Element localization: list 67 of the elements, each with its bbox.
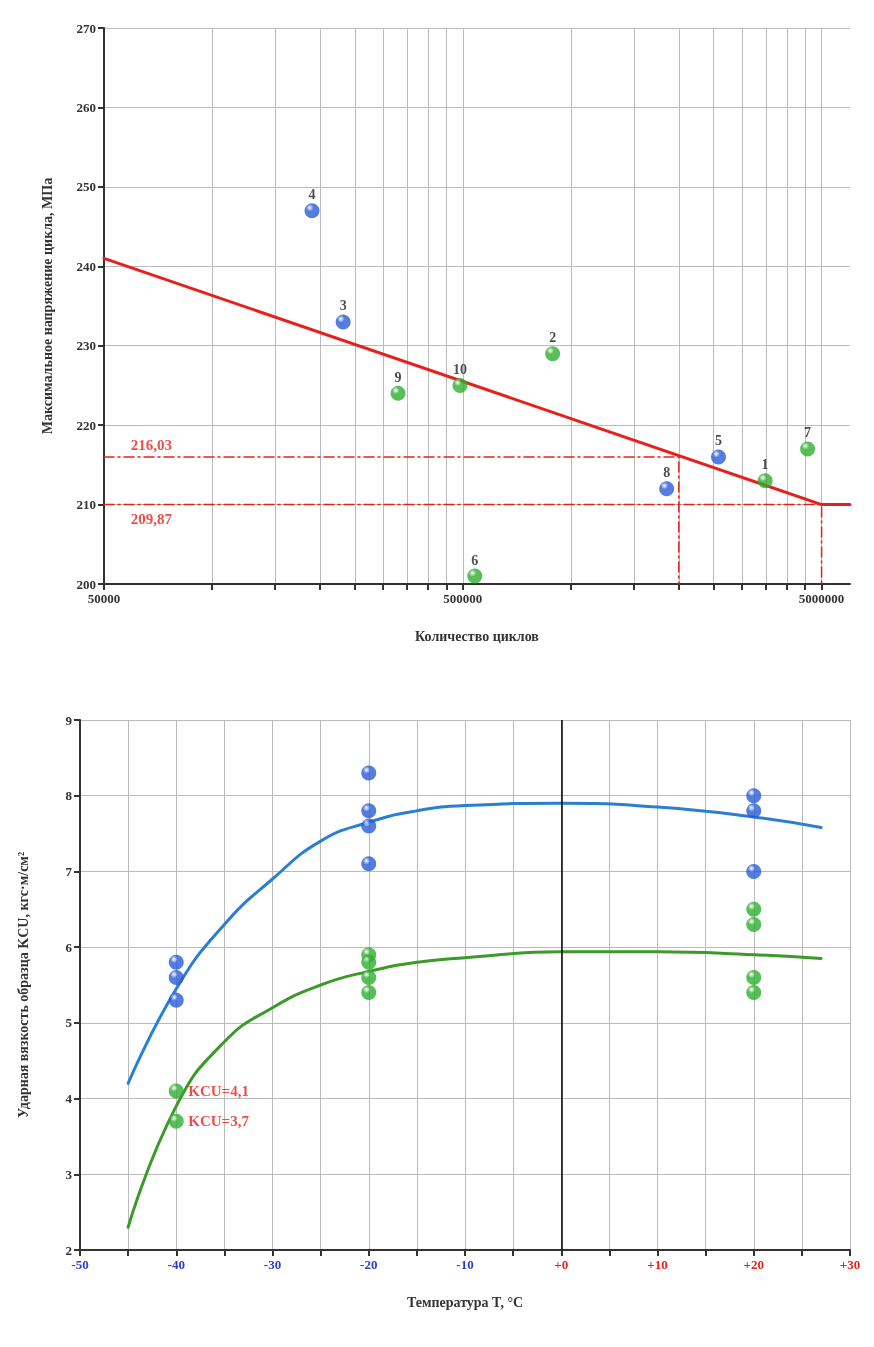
point [361,803,377,819]
x-axis-title: Температура T, °C [406,1294,524,1310]
y-tick-label: 5 [65,1015,73,1031]
x-tick-label: -20 [360,1257,378,1272]
point [361,818,377,834]
x-tick-label: +20 [743,1257,764,1272]
y-tick-label: 270 [76,20,96,36]
y-tick-label: 7 [65,863,73,879]
x-tick-label: -40 [167,1257,185,1272]
point [746,788,762,804]
y-tick-label: 240 [76,258,96,274]
line-series [126,950,823,1229]
point [746,863,762,879]
point [361,856,377,872]
point [746,803,762,819]
x-tick-label: 50000 [87,591,121,606]
y-axis-title: Ударная вязкость образца KCU, кгс·м/см² [15,851,31,1119]
annotation: 10 [452,361,467,377]
annotation: 2 [549,330,557,346]
y-tick-label: 6 [65,939,73,955]
y-tick-label: 4 [65,1091,73,1107]
y-tick-label: 250 [76,179,96,195]
x-tick-label: +10 [647,1257,668,1272]
point [746,901,762,917]
x-tick-label: -30 [263,1257,282,1272]
point [361,969,377,985]
annotation: 3 [339,298,347,314]
point [168,954,184,970]
x-tick-label: +30 [839,1257,861,1272]
annotation: 9 [394,369,402,385]
y-tick-label: 9 [65,712,73,728]
point [361,765,377,781]
point [168,969,184,985]
point [361,985,377,1001]
x-axis-title: Количество циклов [415,628,540,644]
x-tick-label: +0 [554,1257,569,1272]
line-series [126,801,823,1085]
annotation: 209,87 [130,510,173,527]
annotation: 7 [804,425,812,441]
annotation: 8 [663,465,671,481]
x-tick-label: 500000 [443,591,483,606]
annotation: 4 [308,187,316,203]
y-tick-label: 230 [76,338,96,354]
y-tick-label: 2 [65,1242,72,1258]
annotation: 5 [714,433,722,449]
annotation: KCU=4,1 [188,1083,249,1099]
x-tick-label: -50 [71,1257,89,1272]
y-tick-label: 3 [65,1166,73,1182]
point [361,954,377,970]
y-tick-label: 260 [76,99,96,115]
x-tick-label: 5000000 [798,591,845,606]
annotation: KCU=3,7 [188,1113,250,1130]
point [746,969,762,985]
annotation: 216,03 [130,436,173,453]
point [746,985,762,1001]
y-axis-title: Максимальное напряжение цикла, МПа [39,177,55,435]
y-tick-label: 220 [76,417,96,433]
point [168,1113,184,1129]
point [168,992,184,1008]
x-tick-label: -10 [456,1257,474,1272]
annotation: 1 [761,457,769,473]
point [746,916,762,932]
point [168,1083,184,1099]
annotation: 6 [471,552,479,568]
y-tick-label: 8 [65,788,73,804]
y-tick-label: 200 [76,576,96,592]
y-tick-label: 210 [76,497,96,513]
